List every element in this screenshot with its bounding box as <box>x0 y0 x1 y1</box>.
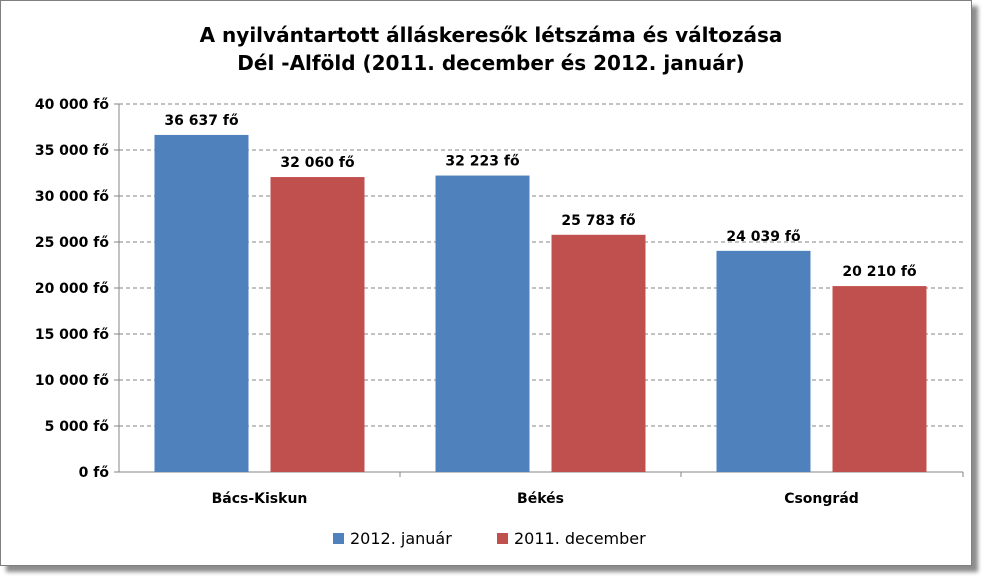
bar-december-2011 <box>832 286 927 472</box>
bars <box>154 134 927 472</box>
chart-title: A nyilvántartott álláskeresők létszáma é… <box>200 23 783 47</box>
legend-swatch <box>497 533 508 544</box>
y-tick-label: 40 000 fő <box>35 97 110 113</box>
bar-december-2011 <box>270 177 365 472</box>
chart-frame: A nyilvántartott álláskeresők létszáma é… <box>0 0 972 566</box>
legend-label: 2011. december <box>514 529 646 548</box>
y-tick-label: 0 fő <box>79 465 110 481</box>
legend-swatch <box>333 533 344 544</box>
y-tick-label: 20 000 fő <box>35 281 110 297</box>
chart-subtitle: Dél -Alföld (2011. december és 2012. jan… <box>237 51 744 75</box>
legend: 2012. január 2011. december <box>333 529 646 548</box>
data-label: 25 783 fő <box>561 213 636 229</box>
y-tick-label: 25 000 fő <box>35 235 110 251</box>
legend-label: 2012. január <box>350 529 452 548</box>
axes: 0 fő 5 000 fő 10 000 fő 15 000 fő 20 000 fő 2… <box>35 97 964 507</box>
data-label: 36 637 fő <box>164 113 239 129</box>
data-label: 32 060 fő <box>280 155 355 171</box>
data-label: 24 039 fő <box>726 229 801 245</box>
bar-january-2012 <box>154 134 249 472</box>
data-label: 20 210 fő <box>842 264 917 280</box>
y-tick-label: 5 000 fő <box>45 419 110 435</box>
bar-chart: A nyilvántartott álláskeresők létszáma é… <box>35 23 964 548</box>
y-tick-label: 35 000 fő <box>35 143 110 159</box>
x-category-label: Bács-Kiskun <box>212 491 308 507</box>
x-category-label: Csongrád <box>784 491 859 507</box>
y-tick-label: 15 000 fő <box>35 327 110 343</box>
bar-january-2012 <box>716 250 811 472</box>
bar-january-2012 <box>435 175 530 472</box>
bar-december-2011 <box>551 234 646 472</box>
y-tick-label: 10 000 fő <box>35 373 110 389</box>
gridlines <box>119 103 963 427</box>
data-labels: 36 637 fő 32 060 fő 32 223 fő 25 783 fő 24 0… <box>164 113 917 280</box>
y-tick-label: 30 000 fő <box>35 189 110 205</box>
data-label: 32 223 fő <box>445 154 520 170</box>
x-category-label: Békés <box>517 491 564 507</box>
